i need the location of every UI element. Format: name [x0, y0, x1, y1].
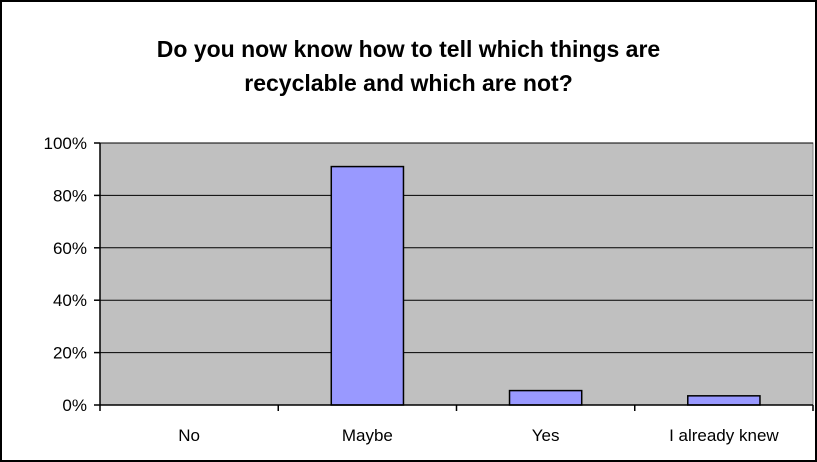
plot-area — [99, 142, 814, 406]
category-labels: No Maybe Yes I already knew — [178, 426, 779, 445]
y-tick-label: 60% — [53, 239, 87, 258]
chart-title-line-2: recyclable and which are not? — [244, 70, 573, 96]
category-label: Maybe — [342, 426, 393, 445]
chart-title: Do you now know how to tell which things… — [2, 32, 815, 100]
category-label: No — [178, 426, 200, 445]
axes — [94, 142, 814, 411]
y-tick-label: 40% — [53, 291, 87, 310]
y-tick-label: 0% — [62, 396, 87, 415]
y-tick-label: 80% — [53, 186, 87, 205]
bar — [687, 395, 761, 406]
bar — [508, 389, 583, 406]
category-label: Yes — [532, 426, 560, 445]
y-tick-labels: 0% 20% 40% 60% 80% 100% — [44, 134, 87, 415]
y-tick-label: 20% — [53, 344, 87, 363]
gridlines — [100, 142, 813, 354]
chart-title-line-1: Do you now know how to tell which things… — [156, 36, 661, 62]
bars — [330, 165, 761, 406]
y-tick-label: 100% — [44, 134, 87, 153]
bar — [330, 165, 405, 406]
category-label: I already knew — [669, 426, 779, 445]
